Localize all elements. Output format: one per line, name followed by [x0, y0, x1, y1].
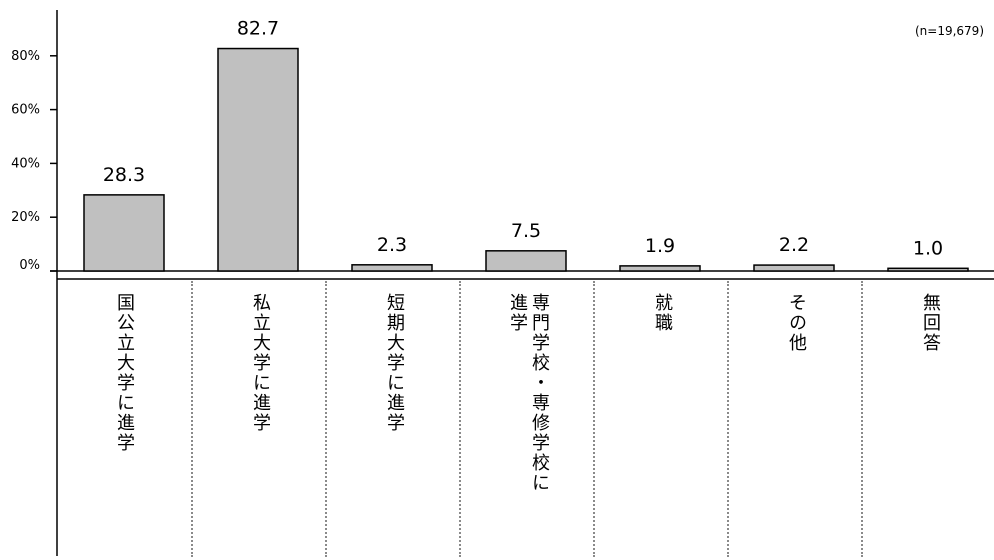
category-label: 私立大学に進学: [250, 293, 271, 433]
value-label: 7.5: [511, 220, 541, 242]
value-label: 1.9: [645, 235, 675, 257]
value-label: 1.0: [913, 237, 943, 259]
category-label: 無回答: [920, 293, 941, 353]
y-tick-label: 40%: [11, 156, 40, 171]
category-column: 無回答: [861, 281, 994, 557]
y-tick-label: 60%: [11, 103, 40, 118]
category-label: 国公立大学に進学: [114, 293, 135, 453]
category-column: 私立大学に進学: [191, 281, 327, 557]
value-label: 2.2: [779, 234, 809, 256]
bar: [351, 264, 433, 272]
bar: [485, 250, 567, 272]
bar: [619, 265, 701, 272]
category-column: 専門学校・専修学校に 進学: [459, 281, 595, 557]
y-tick-label: 0%: [19, 258, 40, 273]
category-label: その他: [786, 293, 807, 353]
value-label: 82.7: [237, 18, 279, 40]
category-column: 短期大学に進学: [325, 281, 461, 557]
bar: [887, 267, 969, 272]
bar: [753, 264, 835, 272]
sample-size-note: (n=19,679): [914, 24, 984, 38]
category-label: 就職: [652, 293, 673, 333]
category-label: 短期大学に進学: [384, 293, 405, 433]
y-tick-label: 80%: [11, 49, 40, 64]
y-tick-label: 20%: [11, 210, 40, 225]
category-column: 就職: [593, 281, 729, 557]
bar: [217, 47, 299, 272]
value-label: 2.3: [377, 234, 407, 256]
category-column: その他: [727, 281, 863, 557]
value-labels: 28.3 82.7 2.3 7.5 1.9 2.2 1.0: [103, 18, 943, 260]
category-label: 専門学校・専修学校に 進学: [507, 293, 550, 493]
bars: [83, 47, 969, 272]
bar: [83, 194, 165, 272]
value-label: 28.3: [103, 164, 145, 186]
y-ticks: 0% 20% 40% 60% 80%: [11, 49, 57, 273]
category-column: 国公立大学に進学: [57, 281, 191, 557]
